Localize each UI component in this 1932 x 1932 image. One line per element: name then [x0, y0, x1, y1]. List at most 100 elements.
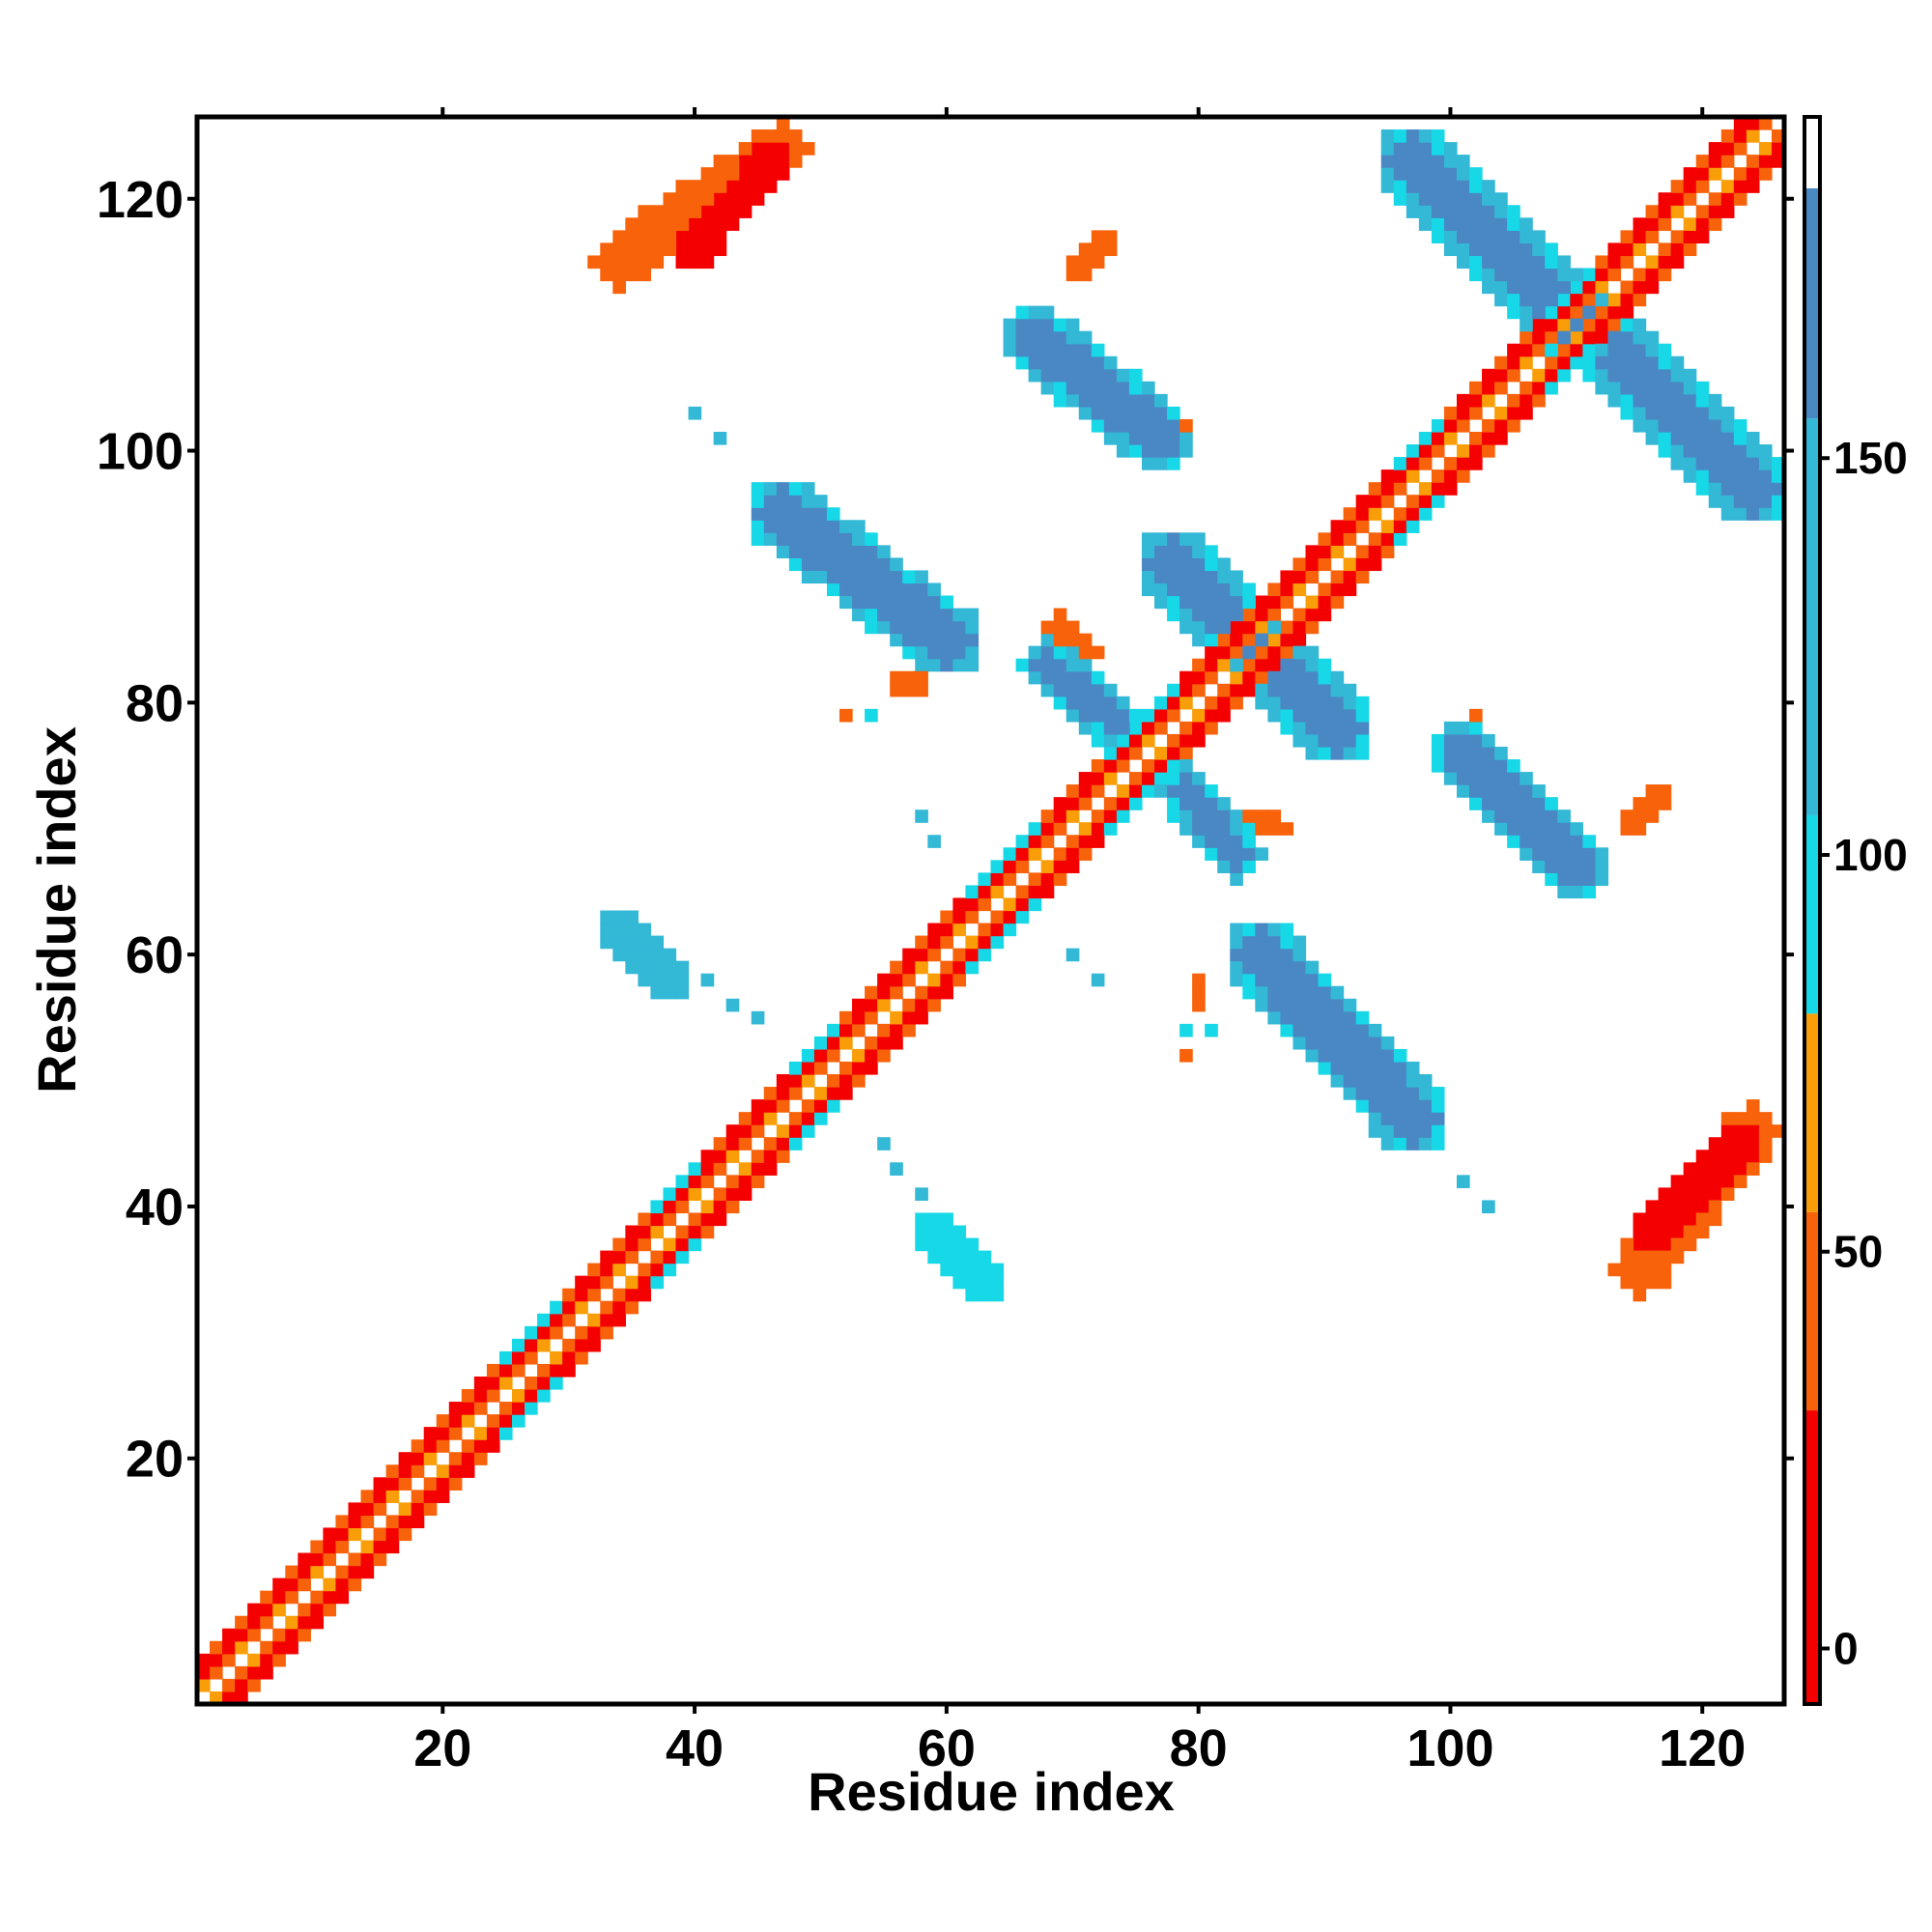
heatmap-cell — [1469, 242, 1483, 257]
heatmap-cell — [1116, 418, 1130, 433]
heatmap-cell — [1431, 205, 1445, 218]
heatmap-cell — [776, 520, 790, 533]
heatmap-cell — [927, 620, 941, 635]
heatmap-cell — [1305, 746, 1320, 760]
heatmap-cell — [1141, 557, 1155, 572]
heatmap-cell — [360, 1502, 375, 1517]
heatmap-cell — [1670, 457, 1685, 470]
heatmap-cell — [1053, 393, 1067, 408]
heatmap-cell — [222, 1628, 236, 1642]
heatmap-cell — [1242, 948, 1256, 962]
heatmap-cell — [1406, 1137, 1420, 1151]
y-tick-label: 120 — [97, 171, 184, 229]
heatmap-cell — [801, 1048, 815, 1063]
heatmap-cell — [1670, 444, 1685, 458]
heatmap-cell — [335, 1590, 350, 1605]
heatmap-cell — [1267, 620, 1282, 635]
heatmap-cell — [1469, 733, 1483, 748]
heatmap-cell — [473, 1402, 488, 1415]
heatmap-cell — [1482, 368, 1495, 383]
heatmap-cell — [1443, 431, 1458, 445]
heatmap-cell — [1482, 431, 1495, 445]
heatmap-cell — [1065, 810, 1080, 823]
heatmap-cell — [1179, 759, 1193, 773]
heatmap-cell — [1318, 1010, 1332, 1025]
heatmap-cell — [1620, 1250, 1634, 1264]
heatmap-cell — [1380, 1137, 1395, 1151]
heatmap-cell — [1116, 381, 1130, 395]
heatmap-cell — [1380, 129, 1395, 143]
heatmap-cell — [1720, 180, 1735, 193]
heatmap-cell — [1683, 457, 1697, 470]
heatmap-cell — [1645, 381, 1660, 395]
heatmap-cell — [1431, 217, 1445, 231]
heatmap-cell — [1708, 418, 1722, 433]
heatmap-cell — [1595, 280, 1609, 295]
heatmap-cell — [713, 1200, 727, 1214]
heatmap-cell — [1179, 620, 1193, 635]
heatmap-cell — [890, 608, 903, 622]
heatmap-cell — [1179, 570, 1193, 584]
heatmap-cell — [1456, 784, 1470, 798]
heatmap-cell — [323, 1603, 337, 1617]
heatmap-cell — [1280, 620, 1294, 635]
heatmap-cell — [1065, 708, 1080, 723]
heatmap-cell — [1570, 822, 1583, 836]
heatmap-cell — [1406, 520, 1420, 533]
heatmap-cell — [1103, 772, 1118, 785]
heatmap-cell — [1091, 822, 1105, 836]
heatmap-cell — [1205, 570, 1218, 584]
heatmap-cell — [1179, 670, 1193, 685]
heatmap-cell — [813, 495, 828, 508]
heatmap-cell — [1318, 985, 1332, 1000]
heatmap-cell — [1217, 797, 1231, 810]
heatmap-cell — [1557, 255, 1571, 270]
heatmap-cell — [663, 1200, 677, 1214]
heatmap-cell — [600, 1313, 613, 1327]
heatmap-cell — [1267, 582, 1282, 597]
heatmap-cell — [1520, 784, 1533, 798]
heatmap-cell — [625, 935, 639, 950]
heatmap-cell — [1695, 205, 1710, 218]
heatmap-cell — [638, 935, 652, 950]
heatmap-cell — [1141, 721, 1155, 735]
heatmap-cell — [813, 557, 828, 572]
heatmap-cell — [1368, 1074, 1382, 1088]
heatmap-cell — [1469, 217, 1483, 231]
heatmap-cell — [1670, 192, 1685, 206]
heatmap-cell — [990, 860, 1005, 873]
heatmap-cell — [713, 192, 727, 206]
heatmap-cell — [927, 835, 941, 848]
heatmap-cell — [1091, 772, 1105, 785]
heatmap-cell — [1620, 1237, 1634, 1252]
heatmap-cell — [625, 1300, 639, 1315]
heatmap-cell — [1658, 393, 1672, 408]
heatmap-cell — [1418, 495, 1433, 508]
heatmap-cell — [826, 1036, 840, 1050]
heatmap-cell — [385, 1464, 400, 1478]
y-tick-label: 100 — [97, 423, 184, 481]
heatmap-cell — [1633, 280, 1647, 295]
heatmap-cell — [1406, 1099, 1420, 1113]
heatmap-cell — [1128, 746, 1143, 760]
heatmap-cell — [1746, 495, 1760, 508]
heatmap-cell — [1532, 847, 1546, 861]
heatmap-cell — [650, 1212, 665, 1227]
heatmap-cell — [675, 973, 690, 987]
heatmap-cell — [285, 1640, 298, 1655]
heatmap-cell — [700, 255, 715, 270]
heatmap-cell — [763, 482, 778, 496]
y-tick-label: 40 — [126, 1179, 184, 1236]
heatmap-cell — [1065, 620, 1080, 635]
heatmap-cell — [990, 1263, 1005, 1277]
heatmap-cell — [587, 1338, 601, 1352]
heatmap-cell — [751, 155, 765, 168]
heatmap-cell — [1406, 192, 1420, 206]
heatmap-cell — [1230, 608, 1243, 622]
heatmap-cell — [890, 1023, 903, 1037]
heatmap-cell — [385, 1477, 400, 1491]
heatmap-cell — [1192, 683, 1206, 697]
heatmap-cell — [1242, 973, 1256, 987]
heatmap-cell — [1305, 973, 1320, 987]
heatmap-cell — [537, 1325, 551, 1340]
